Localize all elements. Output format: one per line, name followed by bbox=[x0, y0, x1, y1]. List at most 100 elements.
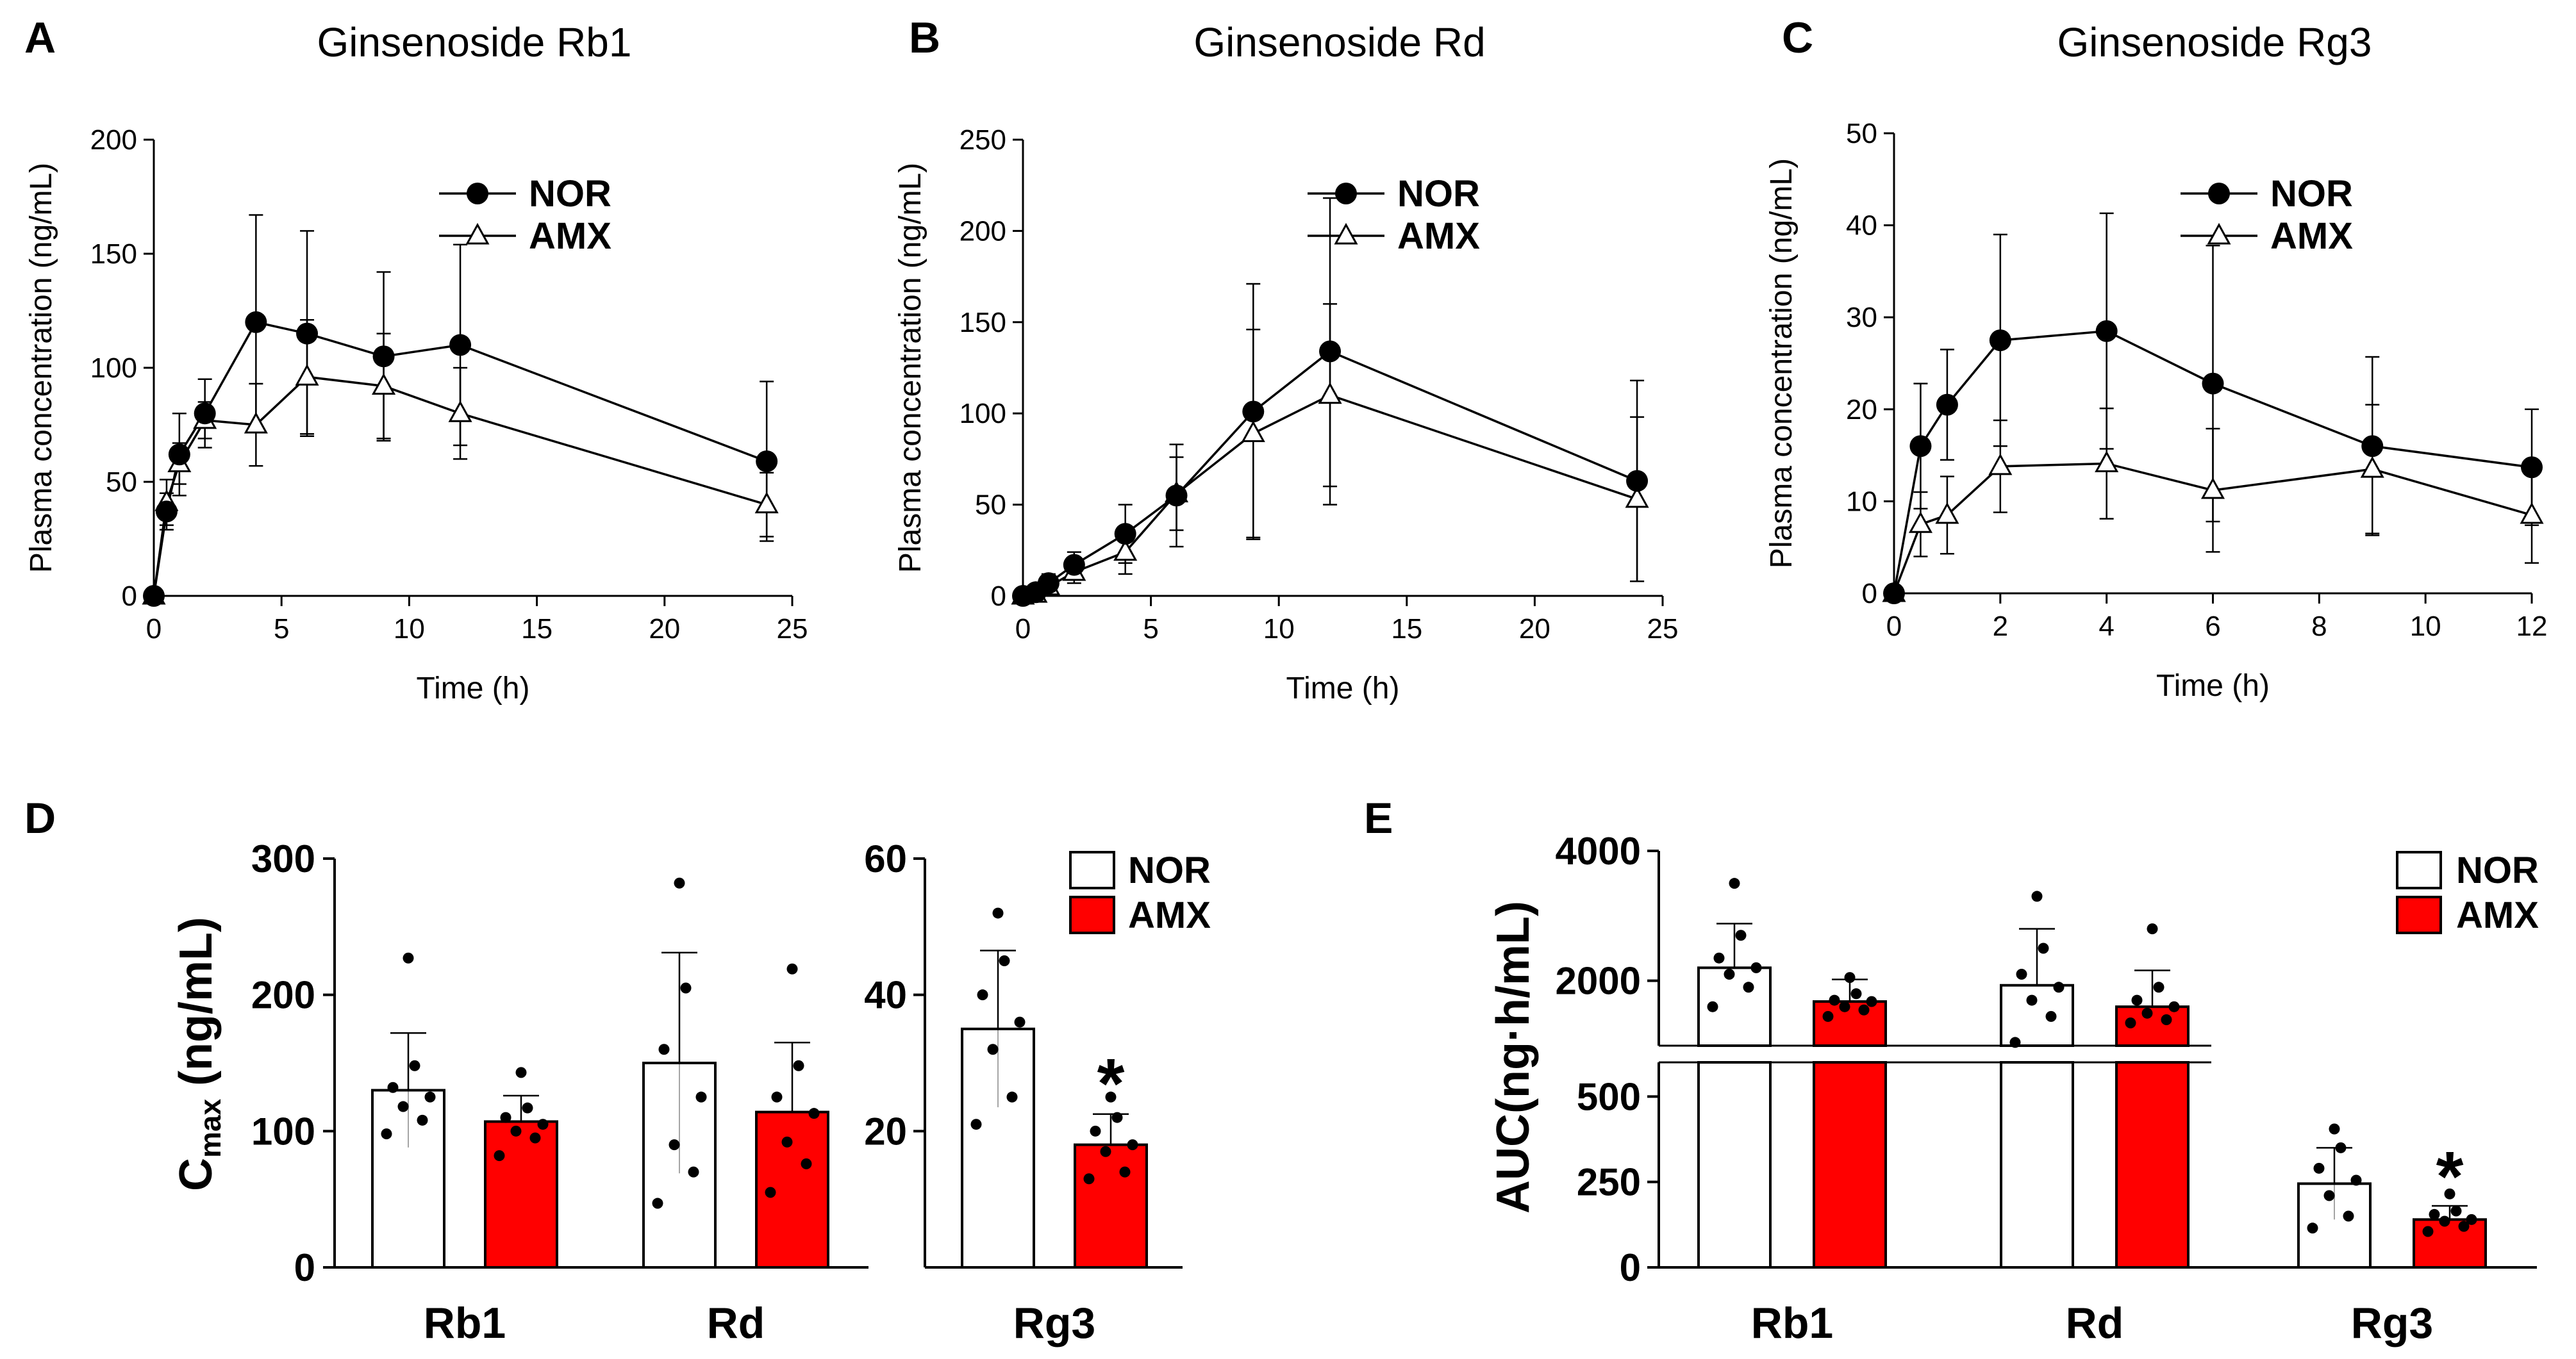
individual-point-amx bbox=[781, 1136, 793, 1148]
individual-point-nor bbox=[695, 1091, 707, 1103]
bar-lower-amx bbox=[2115, 1061, 2190, 1269]
data-point-nor bbox=[2095, 320, 2118, 342]
individual-point-nor bbox=[2026, 994, 2038, 1006]
y-tick-label: 20 bbox=[864, 1110, 907, 1153]
individual-point-amx bbox=[1105, 1091, 1117, 1103]
data-point-nor bbox=[2521, 456, 2543, 479]
individual-point-amx bbox=[2141, 1007, 2153, 1019]
y-tick-label: 100 bbox=[251, 1110, 315, 1153]
panel-label: D bbox=[24, 794, 56, 843]
individual-point-amx bbox=[1111, 1112, 1123, 1123]
individual-point-nor bbox=[1743, 982, 1754, 993]
x-tick-label: 8 bbox=[2311, 611, 2327, 642]
individual-point-nor bbox=[2009, 1037, 2021, 1048]
bar-lower-nor bbox=[1697, 1061, 1772, 1269]
bar-amx bbox=[484, 1120, 558, 1269]
significance-marker: * bbox=[1097, 1044, 1125, 1123]
y-tick-label: 150 bbox=[90, 238, 137, 270]
y-tick-label: 150 bbox=[960, 307, 1006, 338]
legend-marker-amx bbox=[1334, 222, 1358, 245]
data-point-amx bbox=[2360, 456, 2384, 478]
individual-point-nor bbox=[1707, 1001, 1718, 1012]
individual-point-nor bbox=[2053, 982, 2065, 993]
y-tick-label: 40 bbox=[864, 974, 907, 1017]
legend-label-amx: AMX bbox=[1128, 894, 1211, 936]
data-point-nor bbox=[1909, 435, 1932, 457]
individual-point-nor bbox=[1735, 930, 1747, 941]
data-point-nor bbox=[155, 500, 178, 523]
data-point-amx bbox=[448, 400, 472, 422]
y-axis-label: Plasma concentration (ng/mL) bbox=[24, 163, 58, 573]
individual-point-nor bbox=[658, 1044, 670, 1055]
y-axis-label-main: C bbox=[170, 1158, 222, 1191]
data-point-nor bbox=[1037, 572, 1059, 595]
individual-point-nor bbox=[2038, 943, 2049, 954]
individual-point-amx bbox=[2444, 1188, 2456, 1199]
data-point-amx bbox=[1908, 511, 1932, 533]
panel-a-line-chart: A Ginsenoside Rb1 0 5 10 15 20 25 0 50 100 150 200 Ti… bbox=[24, 13, 808, 705]
bar-lower-amx bbox=[1813, 1061, 1887, 1269]
legend-marker-nor bbox=[467, 183, 488, 204]
data-point-nor bbox=[1936, 393, 1958, 416]
individual-point-nor bbox=[977, 989, 988, 1001]
x-tick-label: 0 bbox=[146, 613, 162, 645]
x-category-label: Rb1 bbox=[1751, 1299, 1833, 1347]
data-point-nor bbox=[1319, 340, 1342, 363]
y-tick-label: 2000 bbox=[1556, 960, 1641, 1003]
individual-point-nor bbox=[2323, 1190, 2335, 1201]
data-point-amx bbox=[1318, 382, 1342, 404]
y-tick-label: 100 bbox=[90, 352, 137, 384]
individual-point-nor bbox=[1724, 969, 1735, 980]
data-point-nor bbox=[245, 311, 267, 333]
x-tick-label: 12 bbox=[2516, 611, 2548, 642]
panel-e-bar-chart: E AUC(ng·h/mL) 2000 4000 0 250 500 Rb1 Rd Rg3 * NOR… bbox=[1364, 794, 2539, 1347]
individual-point-amx bbox=[793, 1060, 804, 1071]
individual-point-amx bbox=[500, 1112, 511, 1123]
individual-point-nor bbox=[409, 1060, 420, 1071]
x-tick-label: 20 bbox=[1519, 613, 1550, 645]
individual-point-nor bbox=[680, 982, 692, 994]
individual-point-amx bbox=[765, 1187, 776, 1198]
chart-title: Ginsenoside Rg3 bbox=[2057, 19, 2372, 65]
individual-point-amx bbox=[1127, 1139, 1138, 1151]
individual-point-nor bbox=[970, 1119, 982, 1130]
data-point-nor bbox=[168, 443, 190, 466]
significance-marker: * bbox=[2436, 1137, 2464, 1216]
panel-label: E bbox=[1364, 794, 1393, 843]
x-tick-label: 10 bbox=[394, 613, 425, 645]
individual-point-nor bbox=[1713, 952, 1725, 964]
data-point-nor bbox=[194, 402, 216, 425]
y-tick-label: 100 bbox=[960, 398, 1006, 429]
x-tick-label: 25 bbox=[777, 613, 808, 645]
x-tick-label: 0 bbox=[1886, 611, 1902, 642]
individual-point-nor bbox=[1729, 878, 1740, 889]
individual-point-amx bbox=[2161, 1014, 2172, 1025]
bar-upper-amx bbox=[1813, 1000, 1887, 1048]
legend-label-nor: NOR bbox=[1128, 850, 1211, 891]
legend-marker-nor bbox=[1335, 183, 1357, 204]
y-tick-label: 0 bbox=[991, 581, 1006, 612]
data-point-amx bbox=[2200, 477, 2225, 499]
individual-point-amx bbox=[2450, 1205, 2462, 1217]
y-axis-label: AUC(ng·h/mL) bbox=[1488, 901, 1539, 1214]
y-axis-label: Cmax (ng/mL) bbox=[170, 917, 227, 1191]
individual-point-nor bbox=[652, 1198, 663, 1209]
panel-label: B bbox=[909, 13, 940, 62]
data-point-amx bbox=[244, 411, 268, 434]
individual-point-nor bbox=[987, 1044, 999, 1055]
y-tick-label: 500 bbox=[1577, 1075, 1641, 1118]
individual-point-amx bbox=[1829, 994, 1840, 1006]
individual-point-amx bbox=[1822, 1010, 1834, 1022]
y-tick-label: 250 bbox=[960, 124, 1006, 156]
bar-upper-nor bbox=[2000, 984, 2074, 1048]
legend-marker-nor bbox=[2208, 183, 2230, 204]
data-point-amx bbox=[754, 491, 779, 514]
individual-point-amx bbox=[1083, 1173, 1095, 1185]
individual-point-amx bbox=[522, 1102, 533, 1114]
y-tick-label: 0 bbox=[294, 1246, 315, 1289]
legend-label-nor: NOR bbox=[529, 173, 611, 215]
individual-point-nor bbox=[387, 1082, 399, 1093]
individual-point-amx bbox=[1844, 972, 1856, 984]
y-tick-label: 40 bbox=[1846, 210, 1877, 242]
y-tick-label: 30 bbox=[1846, 302, 1877, 333]
